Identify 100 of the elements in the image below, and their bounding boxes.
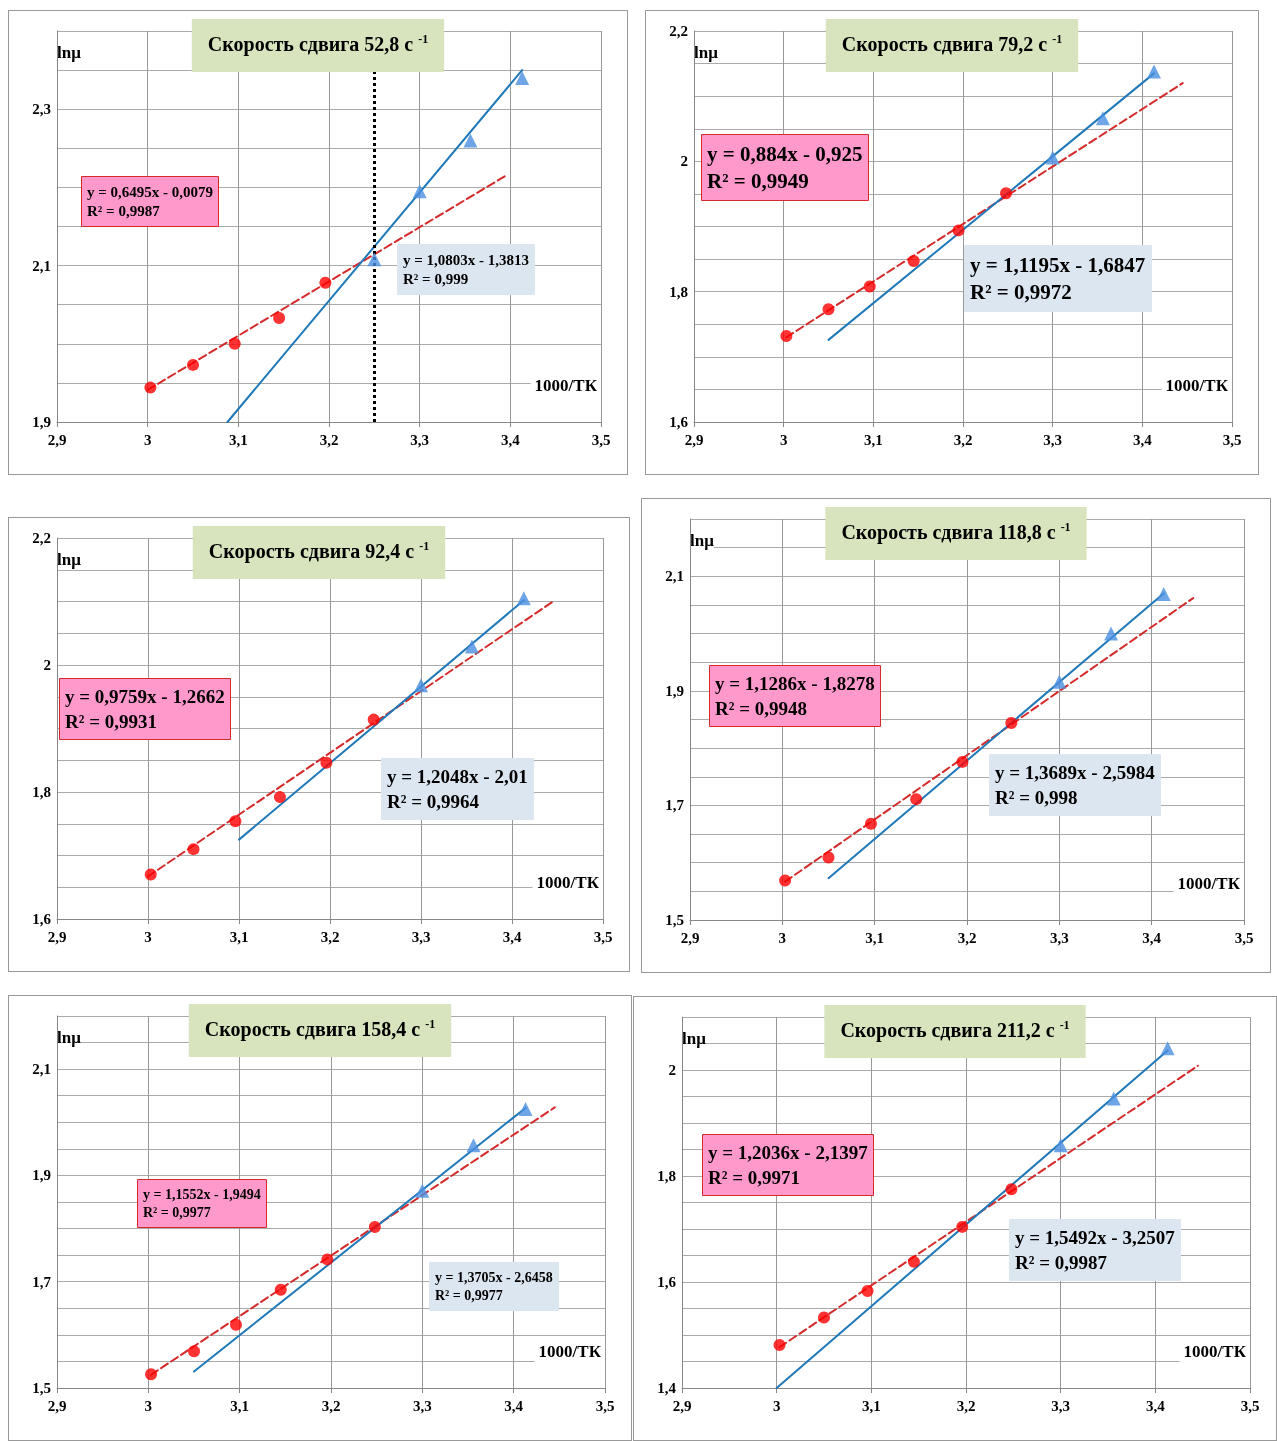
annotation: y = 1,1286x - 1,8278 R² = 0,9948 <box>715 672 875 719</box>
point <box>518 1102 533 1116</box>
y-tick-label: 1,9 <box>665 682 684 699</box>
y-tick-label: 1,5 <box>32 1380 51 1396</box>
point <box>274 1283 287 1296</box>
x-tick-label: 3,3 <box>412 1397 432 1414</box>
x-tick-label: 3,4 <box>502 928 522 945</box>
x-tick-label: 2,9 <box>47 431 67 448</box>
chart-title: Скорость сдвига 92,4 с -1 <box>208 539 430 563</box>
point <box>415 1183 430 1198</box>
y-tick-label: 1,6 <box>32 911 52 927</box>
y-tick-label: 1,9 <box>32 1167 51 1184</box>
x-axis-title: 1000/ТК <box>536 873 600 892</box>
x-tick-label: 2,9 <box>47 928 67 945</box>
x-tick-label: 2,9 <box>672 1397 692 1414</box>
point <box>952 224 965 237</box>
x-tick-label: 3 <box>144 928 152 945</box>
x-tick-label: 2,9 <box>684 431 704 448</box>
x-tick-label: 3,4 <box>504 1397 524 1414</box>
point <box>1156 587 1171 602</box>
y-tick-label: 2,1 <box>665 568 684 585</box>
y-tick-label: 2,3 <box>32 101 51 118</box>
x-tick-label: 3,4 <box>1132 431 1153 448</box>
point <box>780 329 793 342</box>
y-tick-label: 2,1 <box>32 257 51 274</box>
x-axis-title: 1000/ТК <box>1177 874 1241 893</box>
y-axis-title: lnμ <box>694 43 719 62</box>
x-tick-label: 3,2 <box>319 431 339 448</box>
x-axis-title: 1000/ТК <box>1183 1342 1247 1361</box>
x-axis-title: 1000/ТК <box>1165 376 1229 395</box>
x-tick-label: 3,3 <box>411 928 431 945</box>
annotation: y = 1,1195x - 1,6847 R² = 0,9972 <box>970 252 1146 304</box>
point <box>319 276 332 289</box>
chart-title: Скорость сдвига 118,8 с -1 <box>841 520 1071 544</box>
point <box>463 133 478 148</box>
annotation: y = 1,3689x - 2,5984 R² = 0,998 <box>995 761 1156 808</box>
chart-title: Скорость сдвига 52,8 с -1 <box>207 32 429 56</box>
y-tick-label: 1,8 <box>657 1168 676 1184</box>
point <box>367 252 382 267</box>
y-tick-label: 1,5 <box>665 912 684 928</box>
point <box>1052 674 1067 689</box>
point <box>368 1220 381 1233</box>
annotation: y = 1,3705x - 2,6458 R² = 0,9977 <box>435 1269 553 1303</box>
x-tick-label: 3,4 <box>1145 1397 1166 1414</box>
x-tick-label: 3 <box>143 431 152 448</box>
annotation: y = 1,1552x - 1,9494 R² = 0,9977 <box>143 1186 261 1220</box>
point <box>863 280 876 293</box>
point <box>187 843 200 856</box>
x-tick-label: 3,1 <box>863 431 883 448</box>
y-tick-label: 1,6 <box>669 414 689 430</box>
annotation: y = 0,9759x - 1,2662 R² = 0,9931 <box>65 685 225 732</box>
point <box>818 1311 830 1324</box>
x-tick-label: 2,9 <box>680 929 700 946</box>
point <box>515 70 530 85</box>
chart-title: Скорость сдвига 211,2 с -1 <box>840 1018 1070 1042</box>
y-tick-label: 1,7 <box>32 1273 52 1290</box>
y-tick-label: 1,9 <box>32 414 51 430</box>
y-tick-label: 1,6 <box>657 1274 677 1290</box>
point <box>516 591 531 606</box>
annotation: y = 1,2048x - 2,01 R² = 0,9964 <box>387 765 528 812</box>
point <box>1104 626 1119 641</box>
x-tick-label: 3,3 <box>410 431 430 448</box>
y-tick-label: 2 <box>43 657 51 673</box>
x-tick-label: 3,5 <box>1222 431 1242 448</box>
x-tick-label: 3,3 <box>1051 1397 1071 1414</box>
x-tick-label: 3,2 <box>957 929 977 946</box>
point <box>956 1220 969 1233</box>
x-tick-label: 3,1 <box>228 431 248 448</box>
y-tick-label: 2 <box>680 153 688 170</box>
x-tick-label: 3 <box>144 1397 153 1414</box>
x-tick-label: 3,5 <box>593 928 613 945</box>
x-tick-label: 3,1 <box>861 1397 881 1414</box>
y-tick-label: 2,2 <box>669 23 688 39</box>
point <box>412 184 427 199</box>
y-axis-title: lnμ <box>57 550 82 569</box>
point <box>907 255 920 268</box>
y-axis-title: lnμ <box>682 1029 707 1048</box>
point <box>1053 1138 1068 1153</box>
y-axis-title: lnμ <box>690 531 715 550</box>
annotation: y = 0,6495x - 0,0079 R² = 0,9987 <box>87 183 214 220</box>
x-tick-label: 3,5 <box>591 431 611 448</box>
x-tick-label: 2,9 <box>47 1397 67 1414</box>
annotation: y = 1,2036x - 2,1397 R² = 0,9971 <box>708 1141 869 1188</box>
point <box>273 791 286 804</box>
x-tick-label: 3,2 <box>953 431 973 448</box>
chart-title: Скорость сдвига 79,2 с -1 <box>841 32 1063 56</box>
y-tick-label: 1,8 <box>32 784 51 800</box>
x-axis-title: 1000/ТК <box>538 1342 602 1361</box>
point <box>229 815 242 828</box>
x-tick-label: 3,2 <box>956 1397 976 1414</box>
y-tick-label: 2,1 <box>32 1061 51 1078</box>
x-tick-label: 3 <box>772 1397 781 1414</box>
x-tick-label: 3,1 <box>229 928 249 945</box>
point <box>910 793 923 806</box>
point <box>779 874 792 887</box>
point <box>1106 1091 1121 1106</box>
y-tick-label: 1,7 <box>665 797 685 814</box>
point <box>367 713 380 726</box>
point <box>1146 64 1161 79</box>
x-tick-label: 3,4 <box>1142 929 1162 946</box>
